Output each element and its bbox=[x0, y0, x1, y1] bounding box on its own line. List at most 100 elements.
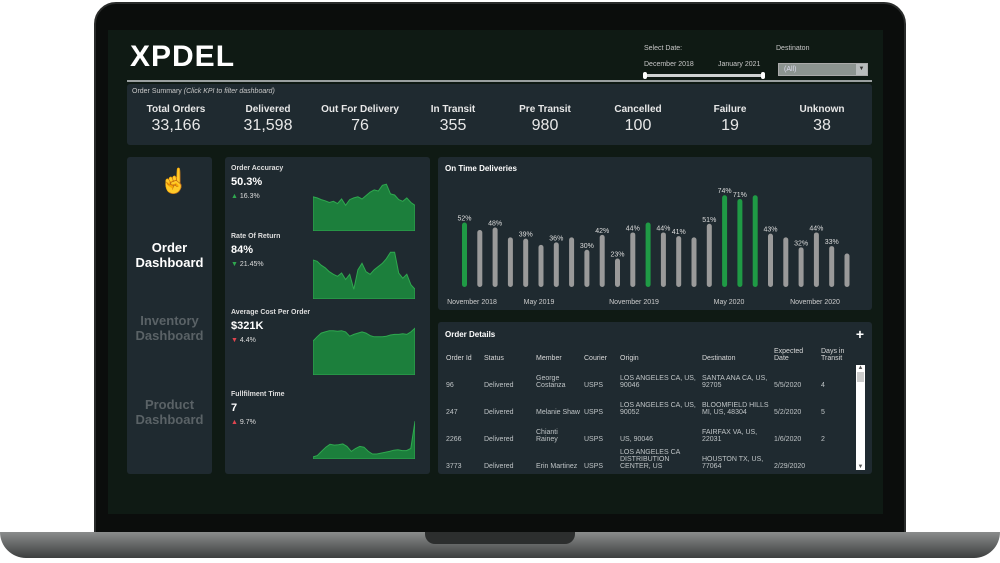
date-end: January 2021 bbox=[718, 61, 761, 68]
bar[interactable] bbox=[813, 232, 819, 287]
metrics-panel: Order Accuracy 50.3% ▲ 16.3% Rate Of Ret… bbox=[225, 157, 430, 474]
nav-product-dashboard[interactable]: Product Dashboard bbox=[135, 397, 204, 427]
table-row[interactable]: 247 Delivered Melanie Shaw USPS LOS ANGELES … bbox=[444, 389, 854, 416]
order-details-panel: Order Details + Order Id Status Member Cour… bbox=[438, 322, 872, 474]
scroll-down-icon[interactable]: ▼ bbox=[857, 464, 864, 470]
bar[interactable] bbox=[615, 258, 620, 287]
bar[interactable] bbox=[768, 233, 773, 287]
bar-label: 32% bbox=[794, 240, 808, 247]
bar[interactable] bbox=[553, 242, 559, 287]
bar[interactable] bbox=[752, 195, 758, 287]
plus-icon[interactable]: + bbox=[855, 326, 864, 342]
bar[interactable] bbox=[507, 237, 513, 287]
destination-value: (All) bbox=[784, 66, 797, 73]
metric-title: Rate Of Return bbox=[231, 233, 281, 240]
table-cell: Delivered bbox=[484, 409, 514, 416]
bar[interactable] bbox=[645, 222, 651, 287]
sparkline-area bbox=[313, 183, 415, 231]
kpi-value: 355 bbox=[439, 117, 467, 134]
column-header[interactable]: Days in Transit bbox=[821, 348, 845, 362]
table-cell: LOS ANGELES CA DISTRIBUTION CENTER, US bbox=[620, 449, 680, 470]
metric-value: 50.3% bbox=[231, 176, 263, 188]
bar[interactable] bbox=[844, 253, 850, 287]
column-header[interactable]: Status bbox=[484, 355, 504, 362]
date-range-slider[interactable] bbox=[643, 72, 765, 79]
bar[interactable] bbox=[737, 198, 743, 287]
kpi-value: 100 bbox=[624, 117, 652, 134]
bar[interactable] bbox=[462, 222, 467, 287]
column-header[interactable]: Expected Date bbox=[774, 348, 804, 362]
scroll-thumb[interactable] bbox=[857, 372, 864, 382]
table-cell: USPS bbox=[584, 382, 604, 389]
sparkline-area bbox=[313, 421, 415, 459]
table-cell: USPS bbox=[584, 409, 604, 416]
bar[interactable] bbox=[798, 247, 804, 287]
scroll-up-icon[interactable]: ▲ bbox=[857, 365, 864, 371]
destination-select[interactable]: (All) ▼ bbox=[778, 63, 868, 76]
bar[interactable] bbox=[477, 229, 483, 287]
bar[interactable] bbox=[783, 237, 789, 287]
bar[interactable] bbox=[706, 223, 712, 287]
table-row[interactable]: 2266 Delivered Chianti Rainey USPS US, 90046… bbox=[444, 416, 854, 443]
column-header[interactable]: Courier bbox=[584, 355, 607, 362]
nav-inventory-dashboard[interactable]: Inventory Dashboard bbox=[135, 313, 204, 343]
kpi-value: 980 bbox=[531, 117, 559, 134]
kpi-cancelled[interactable]: Cancelled 100 bbox=[593, 104, 683, 135]
kpi-failure[interactable]: Failure 19 bbox=[685, 104, 775, 135]
bar[interactable] bbox=[829, 246, 835, 287]
table-cell: USPS bbox=[584, 463, 604, 470]
kpi-unknown[interactable]: Unknown 38 bbox=[777, 104, 867, 135]
bar[interactable] bbox=[676, 236, 682, 287]
column-header[interactable]: Member bbox=[536, 355, 562, 362]
slider-handle-start[interactable] bbox=[643, 72, 647, 79]
kpi-pre-transit[interactable]: Pre Transit 980 bbox=[500, 104, 590, 135]
column-header[interactable]: Destinaton bbox=[702, 355, 736, 362]
table-row[interactable]: 3773 Delivered Erin Martinez USPS LOS ANGELE… bbox=[444, 443, 854, 470]
bar[interactable] bbox=[660, 232, 666, 287]
bar-label: 48% bbox=[488, 220, 502, 227]
x-tick-label: May 2020 bbox=[714, 299, 745, 306]
slider-handle-end[interactable] bbox=[761, 72, 765, 79]
metric-2: Average Cost Per Order $321K ▼ 4.4% bbox=[231, 309, 311, 344]
bar-label: 33% bbox=[825, 239, 839, 246]
bar[interactable] bbox=[599, 234, 605, 287]
xpdel-logo: XPDEL bbox=[130, 40, 236, 73]
select-date-label: Select Date: bbox=[644, 45, 683, 52]
order-details-title: Order Details bbox=[445, 330, 496, 339]
order-table: Order Id Status Member Courier Origin Destina… bbox=[444, 348, 854, 470]
kpi-out-for-delivery[interactable]: Out For Delivery 76 bbox=[315, 104, 405, 135]
table-cell: Delivered bbox=[484, 382, 514, 389]
bar[interactable] bbox=[691, 237, 697, 287]
metric-title: Fullfilment Time bbox=[231, 391, 285, 398]
bar[interactable] bbox=[584, 249, 590, 287]
bar[interactable] bbox=[722, 195, 728, 287]
table-cell: 2/29/2020 bbox=[774, 463, 806, 470]
table-scrollbar[interactable]: ▲ ▼ bbox=[856, 365, 865, 470]
table-cell: 96 bbox=[446, 382, 454, 389]
pointer-hand-icon: ☝ bbox=[159, 168, 189, 195]
bar[interactable] bbox=[630, 232, 636, 287]
table-row[interactable]: 96 Delivered George Costanza USPS LOS ANGELE… bbox=[444, 362, 854, 389]
metric-delta: 21.45% bbox=[239, 261, 264, 268]
bar[interactable] bbox=[538, 244, 544, 287]
table-cell: Delivered bbox=[484, 436, 514, 443]
kpi-delivered[interactable]: Delivered 31,598 bbox=[223, 104, 313, 135]
bar[interactable] bbox=[523, 238, 529, 287]
bar[interactable] bbox=[492, 227, 498, 287]
table-cell: 3773 bbox=[446, 463, 462, 470]
column-header[interactable]: Origin bbox=[620, 355, 639, 362]
trend-arrow-icon: ▼ bbox=[231, 261, 238, 268]
bar[interactable] bbox=[569, 237, 575, 287]
kpi-label: Delivered bbox=[245, 104, 291, 115]
column-header[interactable]: Order Id bbox=[446, 355, 472, 362]
nav-order-dashboard[interactable]: Order Dashboard bbox=[135, 240, 204, 270]
sparkline-area bbox=[313, 251, 415, 299]
kpi-value: 19 bbox=[721, 117, 739, 134]
table-cell: 5 bbox=[821, 409, 825, 416]
kpi-in-transit[interactable]: In Transit 355 bbox=[408, 104, 498, 135]
metric-value: 84% bbox=[231, 244, 254, 256]
kpi-total-orders[interactable]: Total Orders 33,166 bbox=[131, 104, 221, 135]
kpi-label: Pre Transit bbox=[519, 104, 571, 115]
bar-label: 42% bbox=[595, 228, 609, 235]
on-time-deliveries-panel: On Time Deliveries 52% 48% 39% 36% 30% 42% 23%… bbox=[438, 157, 872, 310]
